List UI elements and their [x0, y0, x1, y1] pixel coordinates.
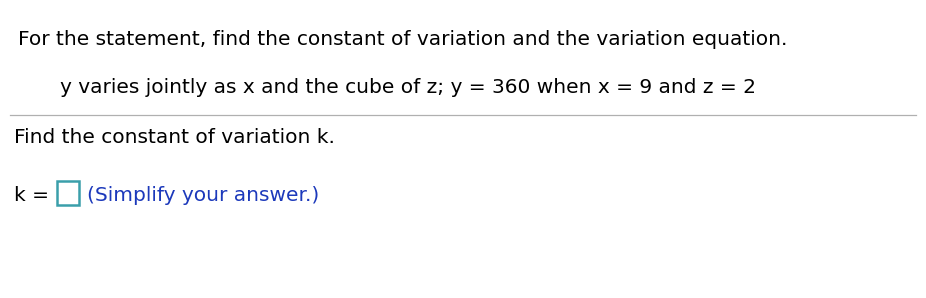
Text: For the statement, find the constant of variation and the variation equation.: For the statement, find the constant of … — [18, 30, 787, 49]
Text: (Simplify your answer.): (Simplify your answer.) — [87, 186, 319, 205]
Text: k =: k = — [14, 186, 56, 205]
Text: Find the constant of variation k.: Find the constant of variation k. — [14, 128, 335, 147]
Text: y varies jointly as x and the cube of z; y = 360 when x = 9 and z = 2: y varies jointly as x and the cube of z;… — [60, 78, 756, 97]
